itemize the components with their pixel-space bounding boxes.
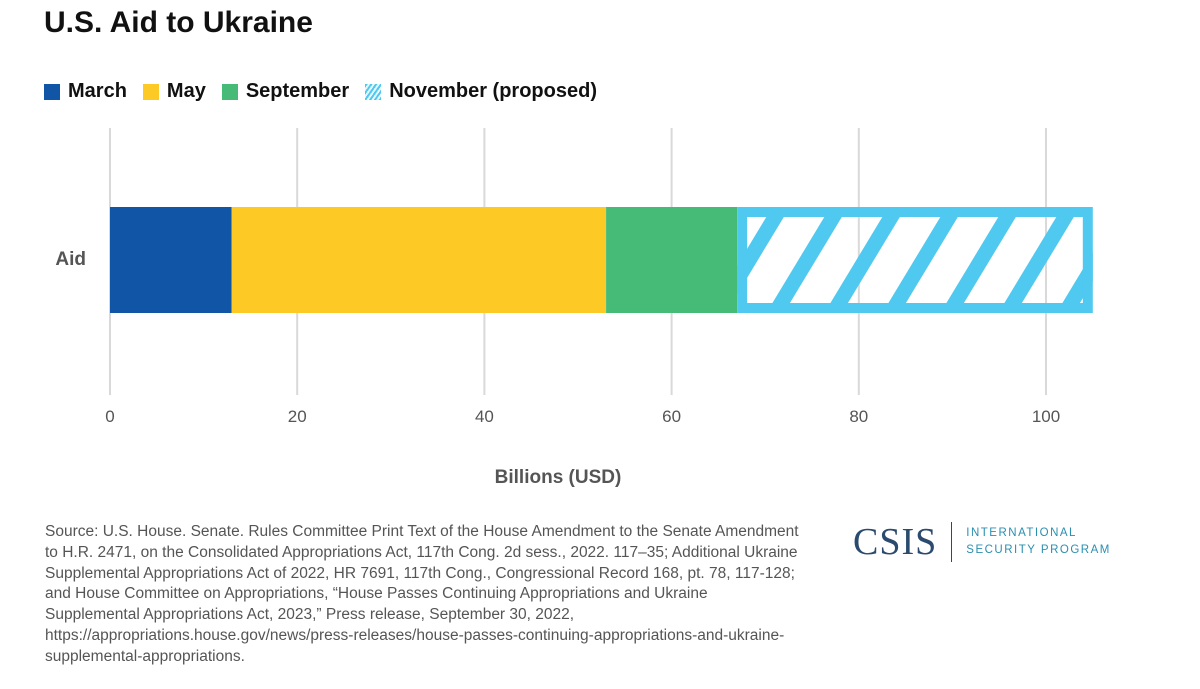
logo-line1: INTERNATIONAL bbox=[966, 527, 1077, 539]
logo-line2: SECURITY PROGRAM bbox=[966, 544, 1111, 556]
x-tick-label: 60 bbox=[662, 407, 681, 426]
hatch-stripe bbox=[1000, 207, 1078, 313]
bar-segment-september bbox=[606, 207, 738, 313]
hatch-stripe bbox=[884, 207, 962, 313]
legend-label: September bbox=[245, 80, 350, 102]
category-label: Aid bbox=[55, 249, 86, 270]
bar-segment-march bbox=[110, 207, 232, 313]
legend: March May September November (proposed) bbox=[44, 80, 597, 103]
legend-swatch bbox=[44, 83, 60, 100]
x-tick-label: 40 bbox=[475, 407, 494, 426]
bar-segment-may bbox=[231, 207, 607, 313]
x-tick-label: 100 bbox=[1032, 407, 1060, 426]
legend-swatch bbox=[221, 83, 238, 100]
hatch-stripe bbox=[826, 207, 904, 313]
legend-label: March bbox=[68, 80, 127, 102]
csis-logo: CSIS INTERNATIONAL SECURITY PROGRAM bbox=[853, 520, 1111, 564]
legend-swatch bbox=[365, 83, 382, 100]
x-tick-label: 80 bbox=[849, 407, 868, 426]
hatch-stripe bbox=[768, 207, 846, 313]
hatch-stripe bbox=[1123, 207, 1187, 313]
source-note: Source: U.S. House. Senate. Rules Commit… bbox=[45, 523, 799, 665]
x-tick-label: 0 bbox=[105, 407, 114, 426]
x-tick-label: 20 bbox=[288, 407, 307, 426]
bar-segment-november bbox=[737, 207, 1187, 313]
logo-wordmark: CSIS bbox=[853, 521, 938, 563]
legend-item: May bbox=[142, 80, 206, 103]
legend-item: November (proposed) bbox=[365, 80, 597, 103]
hatch-stripe bbox=[1058, 252, 1093, 313]
legend-item: September bbox=[221, 80, 350, 103]
hatch-stripe bbox=[737, 207, 788, 295]
legend-item: March bbox=[44, 80, 127, 103]
bar-outline bbox=[737, 207, 1093, 313]
x-axis-label: Billions (USD) bbox=[495, 467, 622, 488]
logo-subtitle: INTERNATIONAL SECURITY PROGRAM bbox=[966, 525, 1111, 559]
hatch-stripe bbox=[942, 207, 1020, 313]
legend-swatch bbox=[142, 83, 159, 100]
logo-divider bbox=[951, 522, 953, 562]
legend-label: May bbox=[166, 80, 206, 102]
legend-label: November (proposed) bbox=[389, 80, 597, 102]
bar-chart: 0 20 40 60 80 100 Aid Billions (USD) bbox=[55, 128, 1187, 488]
chart-title: U.S. Aid to Ukraine bbox=[44, 6, 313, 39]
